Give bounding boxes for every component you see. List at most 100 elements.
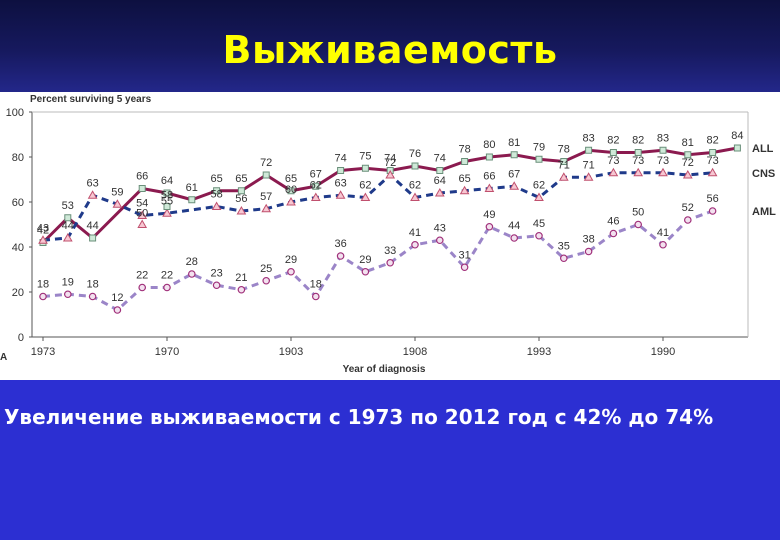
data-label-cns: 63 (86, 177, 98, 189)
data-point-cns (261, 203, 272, 213)
data-point-cns (87, 190, 98, 199)
data-label-aml: 41 (409, 227, 421, 239)
extra-point-cns (137, 219, 148, 228)
data-point-all (510, 151, 518, 159)
data-label-cns: 64 (434, 175, 446, 187)
data-point-aml (311, 292, 320, 301)
data-label-all: 74 (384, 153, 396, 165)
data-point-aml (361, 267, 370, 276)
data-point-all (237, 187, 245, 195)
data-point-all (560, 158, 568, 165)
data-label-aml: 38 (582, 234, 594, 246)
data-label-all: 75 (359, 150, 371, 162)
data-point-all (163, 189, 171, 197)
data-label-aml: 36 (334, 238, 346, 250)
y-axis-label: Percent surviving 5 years (30, 94, 152, 105)
data-label-aml: 35 (558, 240, 570, 252)
legend-all: ALL (752, 143, 774, 155)
x-tick-label: 1903 (279, 346, 303, 358)
y-tick-label: 0 (18, 332, 24, 344)
data-label-aml: 45 (533, 218, 545, 230)
slide-caption: Увеличение выживаемости с 1973 по 2012 г… (4, 405, 714, 429)
data-point-aml (435, 236, 444, 245)
data-point-aml (460, 263, 469, 272)
data-point-aml (113, 306, 122, 314)
data-point-cns (385, 169, 396, 179)
data-label-cns: 72 (384, 157, 396, 169)
data-point-all (312, 182, 320, 190)
data-label-all: 74 (434, 153, 446, 165)
data-point-aml (510, 234, 519, 242)
data-label-all: 65 (235, 173, 247, 185)
data-label-aml: 28 (186, 256, 198, 268)
data-label-aml: 29 (359, 254, 371, 266)
data-point-all (138, 185, 146, 192)
x-tick-label: 1970 (155, 346, 179, 358)
data-label-all: 78 (558, 144, 570, 156)
data-point-cns (335, 190, 346, 199)
data-label-all: 83 (657, 132, 669, 144)
data-label-aml: 22 (161, 270, 173, 282)
slide-title: Выживаемость (222, 28, 558, 72)
data-label-aml: 49 (483, 209, 495, 221)
data-point-aml (163, 283, 171, 292)
data-label-cns: 60 (285, 184, 297, 196)
extra-label-cns: 50 (136, 208, 148, 220)
data-point-aml (39, 292, 47, 301)
data-point-all (659, 146, 667, 154)
data-label-cns: 67 (508, 168, 520, 180)
data-label-cns: 71 (582, 159, 594, 171)
data-point-cns (410, 192, 420, 201)
data-point-all (64, 214, 72, 222)
data-point-aml (212, 281, 221, 290)
x-tick-label: 1973 (31, 346, 55, 358)
data-label-cns: 43 (37, 222, 49, 234)
chart-panel: Percent surviving 5 years 0 20 40 60 80 100 197… (0, 92, 780, 380)
data-point-cns (459, 185, 470, 195)
data-label-aml: 52 (682, 202, 694, 214)
y-tick-label: 60 (12, 197, 24, 209)
y-tick-label: 20 (12, 287, 24, 299)
data-point-all (733, 144, 741, 152)
data-point-all (634, 149, 642, 156)
data-point-all (361, 164, 369, 172)
data-point-cns (484, 183, 495, 192)
data-point-cns (38, 235, 48, 244)
data-point-all (411, 162, 419, 170)
data-label-cns: 56 (235, 193, 247, 205)
data-label-all: 81 (682, 137, 694, 149)
data-point-all (461, 158, 469, 165)
data-label-aml: 23 (210, 267, 222, 279)
data-label-all: 82 (706, 135, 718, 147)
data-label-all: 81 (508, 137, 520, 149)
data-point-aml (138, 283, 147, 292)
y-tick-label: 40 (12, 242, 24, 254)
title-band (0, 0, 780, 92)
data-point-aml (634, 220, 643, 229)
data-label-aml: 18 (37, 279, 49, 291)
data-label-all: 64 (161, 175, 173, 187)
data-point-all (213, 187, 221, 195)
data-label-aml: 46 (607, 216, 619, 228)
data-label-aml: 25 (260, 263, 272, 275)
data-point-all (89, 234, 97, 242)
data-point-all (287, 187, 295, 195)
data-point-aml (336, 252, 345, 260)
legend-aml: AML (752, 206, 776, 218)
data-point-aml (708, 207, 717, 215)
data-point-aml (559, 254, 568, 263)
data-label-cns: 73 (607, 155, 619, 167)
data-point-aml (683, 216, 692, 224)
data-point-cns (707, 167, 718, 177)
data-label-cns: 72 (682, 157, 694, 169)
data-point-all (337, 167, 345, 174)
data-label-all: 80 (483, 139, 495, 151)
data-label-aml: 18 (310, 279, 322, 291)
data-label-all: 78 (458, 144, 470, 156)
data-label-cns: 66 (483, 171, 495, 183)
data-point-cns (534, 192, 544, 201)
y-tick-label: 100 (6, 107, 24, 119)
data-point-aml (237, 285, 246, 294)
data-point-aml (411, 240, 419, 249)
data-point-cns (137, 210, 148, 219)
